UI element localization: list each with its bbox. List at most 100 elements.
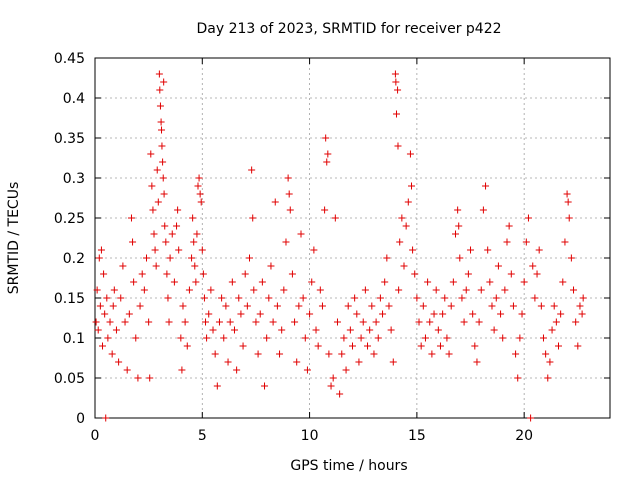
data-point <box>95 254 103 262</box>
data-point <box>258 278 266 286</box>
data-point <box>404 198 412 206</box>
data-points <box>92 70 587 422</box>
data-point <box>250 286 258 294</box>
data-point <box>312 326 320 334</box>
data-point <box>359 318 367 326</box>
data-point <box>338 350 346 358</box>
data-point <box>434 326 442 334</box>
data-point <box>464 270 472 278</box>
data-point <box>415 318 423 326</box>
data-point <box>394 86 402 94</box>
data-point <box>213 382 221 390</box>
data-point <box>241 270 249 278</box>
data-point <box>381 278 389 286</box>
data-point <box>278 326 286 334</box>
data-point <box>156 86 164 94</box>
data-point <box>441 294 449 302</box>
x-tick-label: 10 <box>301 428 319 444</box>
data-point <box>269 318 277 326</box>
data-point <box>387 326 395 334</box>
data-point <box>458 294 466 302</box>
data-point <box>364 342 372 350</box>
y-tick-label: 0.2 <box>63 251 85 267</box>
data-point <box>205 310 213 318</box>
data-point <box>150 230 158 238</box>
y-tick-label: 0 <box>76 411 85 427</box>
data-point <box>579 294 587 302</box>
data-point <box>156 102 164 110</box>
data-point <box>199 270 207 278</box>
data-point <box>565 214 573 222</box>
data-point <box>486 278 494 286</box>
data-point <box>200 294 208 302</box>
data-point <box>321 206 329 214</box>
data-point <box>576 302 584 310</box>
data-point <box>188 254 196 262</box>
data-point <box>92 318 100 326</box>
data-point <box>353 310 361 318</box>
data-point <box>550 302 558 310</box>
data-point <box>153 166 161 174</box>
data-point <box>158 142 166 150</box>
data-point <box>467 246 475 254</box>
data-point <box>336 390 344 398</box>
y-tick-label: 0.25 <box>54 211 85 227</box>
data-point <box>161 222 169 230</box>
data-point <box>295 302 303 310</box>
data-point <box>421 334 429 342</box>
data-point <box>160 190 168 198</box>
y-tick-label: 0.45 <box>54 51 85 67</box>
chart-title: Day 213 of 2023, SRMTID for receiver p42… <box>196 21 501 37</box>
data-point <box>398 214 406 222</box>
data-point <box>140 286 148 294</box>
data-point <box>285 190 293 198</box>
data-point <box>548 326 556 334</box>
data-point <box>436 342 444 350</box>
data-point <box>209 326 217 334</box>
data-point <box>220 334 228 342</box>
data-point <box>563 190 571 198</box>
data-point <box>267 262 275 270</box>
data-point <box>109 302 117 310</box>
data-point <box>518 310 526 318</box>
data-point <box>308 278 316 286</box>
data-point <box>368 302 376 310</box>
data-point <box>379 310 387 318</box>
data-point <box>149 206 157 214</box>
data-point <box>507 270 515 278</box>
data-point <box>246 254 253 262</box>
data-point <box>372 318 380 326</box>
data-point <box>101 310 109 318</box>
data-point <box>159 174 167 182</box>
data-point <box>564 198 572 206</box>
data-point <box>215 318 223 326</box>
data-point <box>166 254 174 262</box>
data-point <box>192 278 200 286</box>
data-point <box>477 286 485 294</box>
data-point <box>447 302 455 310</box>
data-point <box>505 222 513 230</box>
data-point <box>539 334 547 342</box>
data-point <box>164 294 172 302</box>
data-point <box>574 342 582 350</box>
data-point <box>316 286 324 294</box>
data-point <box>193 230 201 238</box>
data-point <box>224 358 232 366</box>
data-point <box>546 358 554 366</box>
data-point <box>147 150 155 158</box>
data-point <box>428 350 436 358</box>
data-point <box>392 78 400 86</box>
data-point <box>408 182 416 190</box>
data-point <box>324 150 332 158</box>
data-point <box>383 254 391 262</box>
data-point <box>417 342 425 350</box>
data-point <box>559 278 567 286</box>
data-point <box>202 318 210 326</box>
x-axis-label: GPS time / hours <box>290 458 407 474</box>
data-point <box>406 150 414 158</box>
data-point <box>331 214 339 222</box>
data-point <box>99 342 107 350</box>
data-point <box>97 246 105 254</box>
data-point <box>349 342 356 350</box>
data-point <box>148 182 156 190</box>
